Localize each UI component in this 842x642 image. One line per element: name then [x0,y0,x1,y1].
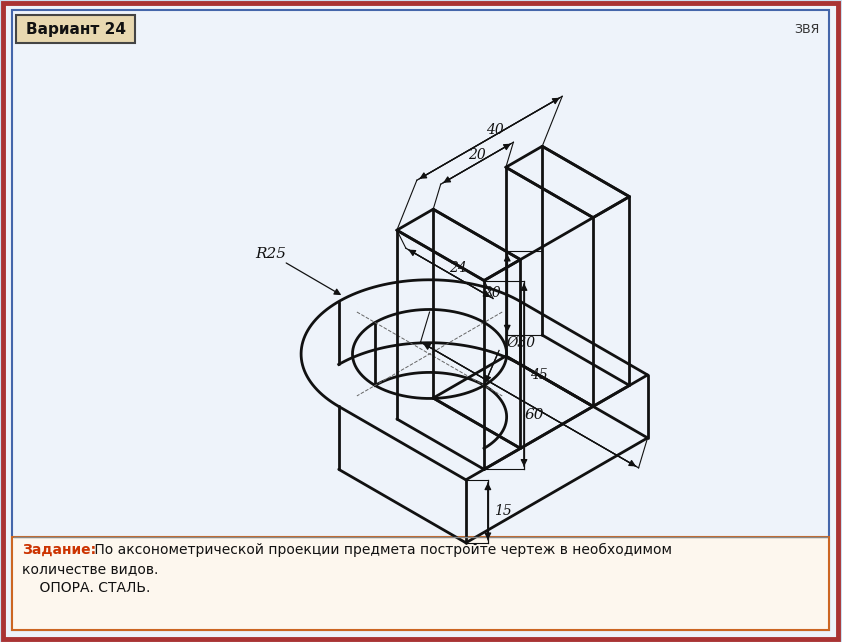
Text: R25: R25 [255,247,286,261]
Text: 24: 24 [449,261,466,275]
Text: Ø30: Ø30 [507,336,536,349]
Text: 20: 20 [483,286,501,300]
Text: Задание:: Задание: [22,542,96,557]
Text: 40: 40 [486,123,504,137]
Text: По аксонометрической проекции предмета постройте чертеж в необходимом: По аксонометрической проекции предмета п… [90,542,672,557]
Text: 15: 15 [494,505,512,518]
Text: ОПОРА. СТАЛЬ.: ОПОРА. СТАЛЬ. [22,581,151,594]
Text: ЗВЯ: ЗВЯ [795,23,820,36]
FancyBboxPatch shape [16,15,135,43]
Text: 60: 60 [525,408,544,422]
FancyBboxPatch shape [12,537,829,630]
Text: количестве видов.: количестве видов. [22,562,158,576]
Text: 20: 20 [468,148,486,162]
Text: Вариант 24: Вариант 24 [26,22,126,37]
Text: 45: 45 [530,368,548,382]
FancyBboxPatch shape [3,3,838,639]
